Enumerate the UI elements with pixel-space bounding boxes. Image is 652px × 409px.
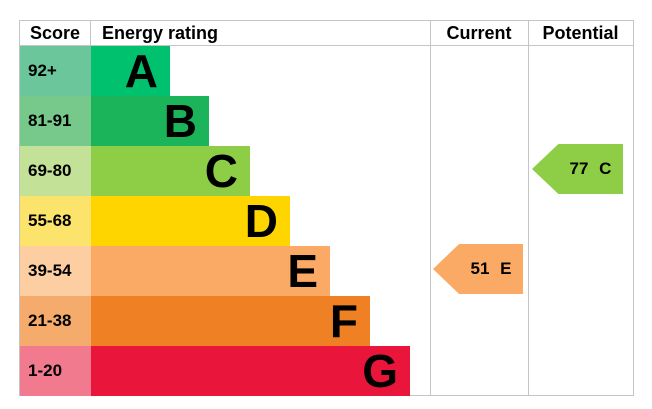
band-score-label: 1-20 xyxy=(20,346,91,396)
epc-table: Score Energy rating Current Potential 92… xyxy=(19,20,634,396)
column-divider-potential xyxy=(528,21,529,395)
band-row-a: 92+ A xyxy=(20,46,633,96)
band-bar-letter: F xyxy=(91,296,370,346)
band-row-g: 1-20 G xyxy=(20,346,633,396)
band-score-label: 55-68 xyxy=(20,196,91,246)
band-bar-letter: G xyxy=(91,346,410,396)
band-score-label: 21-38 xyxy=(20,296,91,346)
table-header-row: Score Energy rating Current Potential xyxy=(20,21,633,46)
band-row-b: 81-91 B xyxy=(20,96,633,146)
band-score-label: 92+ xyxy=(20,46,91,96)
column-header-current: Current xyxy=(446,22,512,43)
band-bar-letter: B xyxy=(91,96,209,146)
band-score-label: 81-91 xyxy=(20,96,91,146)
band-score-label: 39-54 xyxy=(20,246,91,296)
band-row-c: 69-80 C xyxy=(20,146,633,196)
column-divider-current xyxy=(430,21,431,395)
band-score-label: 69-80 xyxy=(20,146,91,196)
column-header-potential: Potential xyxy=(542,22,619,43)
band-row-d: 55-68 D xyxy=(20,196,633,246)
band-bar-letter: E xyxy=(91,246,330,296)
band-bar-letter: A xyxy=(91,46,170,96)
column-header-score: Score xyxy=(20,21,91,45)
band-row-f: 21-38 F xyxy=(20,296,633,346)
band-bar-letter: C xyxy=(91,146,250,196)
column-header-energy-rating: Energy rating xyxy=(102,22,219,43)
band-row-e: 39-54 E xyxy=(20,246,633,296)
band-bar-letter: D xyxy=(91,196,290,246)
